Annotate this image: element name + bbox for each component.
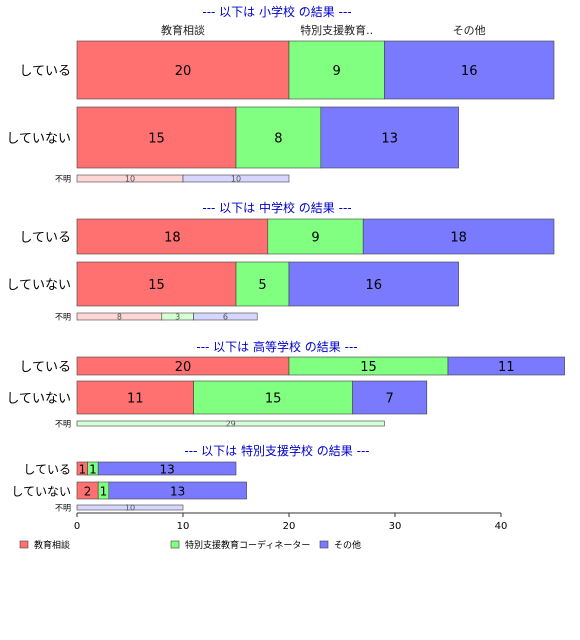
- column-header: その他: [453, 24, 486, 37]
- data-label: 8: [117, 313, 122, 322]
- bar-segment: [235, 106, 322, 169]
- row-label: している: [19, 64, 71, 79]
- column-header: 教育相談: [161, 23, 205, 37]
- row-label: 不明: [55, 313, 71, 322]
- row-label: していない: [6, 132, 71, 147]
- bar-segment: [76, 106, 237, 169]
- data-label: 16: [366, 278, 383, 293]
- data-label: 15: [360, 360, 377, 375]
- x-tick-label: 0: [74, 521, 80, 532]
- bar-segment: [384, 40, 555, 100]
- data-label: 13: [170, 485, 185, 499]
- bar-segment: [352, 380, 428, 415]
- bar-segment: [362, 218, 555, 255]
- row-label: している: [19, 360, 71, 375]
- row-label: している: [23, 463, 71, 477]
- row-label: していない: [6, 278, 71, 293]
- data-label: 11: [498, 360, 515, 375]
- data-label: 16: [461, 64, 478, 79]
- panel-title: --- 以下は 特別支援学校 の結果 ---: [184, 443, 369, 458]
- bar-segment: [193, 312, 258, 321]
- data-label: 10: [125, 504, 135, 513]
- data-label: 5: [258, 278, 266, 293]
- legend-label: その他: [334, 539, 361, 551]
- row-label: していない: [6, 392, 71, 407]
- data-label: 18: [450, 231, 467, 246]
- bar-segment: [76, 380, 194, 415]
- bar-segment: [76, 261, 237, 307]
- row-label: 不明: [55, 175, 71, 184]
- data-label: 6: [223, 313, 228, 322]
- data-label: 9: [333, 64, 341, 79]
- data-label: 15: [148, 132, 165, 147]
- data-label: 2: [84, 485, 92, 499]
- row-label: 不明: [55, 504, 71, 513]
- bar-segment: [288, 261, 459, 307]
- bar-segment: [76, 420, 385, 427]
- data-label: 9: [311, 231, 319, 246]
- panel-title: --- 以下は 高等学校 の結果 ---: [196, 339, 357, 354]
- bar-segment: [76, 218, 269, 255]
- row-label: していない: [11, 485, 71, 499]
- row-label: 不明: [55, 420, 71, 429]
- bar-segment: [182, 174, 290, 183]
- bar-segment: [235, 261, 290, 307]
- legend-swatch: [170, 540, 180, 549]
- bar-segment: [193, 380, 353, 415]
- legend-label: 教育相談: [34, 539, 70, 551]
- legend-swatch: [19, 540, 29, 549]
- panel-title: --- 以下は 中学校 の結果 ---: [202, 200, 351, 215]
- data-label: 15: [265, 392, 282, 407]
- panel-title: --- 以下は 小学校 の結果 ---: [202, 4, 351, 19]
- column-header: 特別支援教育..: [300, 23, 373, 37]
- bar-segment: [108, 481, 247, 500]
- row-label: している: [19, 231, 71, 246]
- data-label: 1: [78, 463, 86, 477]
- data-label: 13: [381, 132, 398, 147]
- data-label: 1: [89, 463, 97, 477]
- bar-segment: [267, 218, 364, 255]
- bar-segment: [320, 106, 459, 169]
- data-label: 7: [386, 392, 394, 407]
- x-tick-label: 10: [177, 521, 190, 532]
- x-tick-label: 30: [389, 521, 402, 532]
- data-label: 10: [125, 175, 135, 184]
- data-label: 1: [100, 485, 108, 499]
- bar-segment: [288, 40, 385, 100]
- bar-segment: [76, 40, 290, 100]
- bar-segment: [447, 356, 565, 376]
- legend-label: 特別支援教育コーディネーター: [185, 539, 310, 551]
- data-label: 3: [175, 313, 180, 322]
- x-tick-label: 20: [283, 521, 296, 532]
- x-tick-label: 40: [495, 521, 508, 532]
- bar-segment: [97, 461, 237, 476]
- data-label: 13: [159, 463, 174, 477]
- data-label: 20: [175, 64, 192, 79]
- data-label: 8: [274, 132, 282, 147]
- data-label: 18: [164, 231, 181, 246]
- data-label: 29: [226, 420, 236, 429]
- data-label: 11: [127, 392, 144, 407]
- data-label: 10: [231, 175, 241, 184]
- data-label: 15: [148, 278, 165, 293]
- legend-swatch: [319, 540, 329, 549]
- bar-segment: [76, 504, 184, 511]
- data-label: 20: [175, 360, 192, 375]
